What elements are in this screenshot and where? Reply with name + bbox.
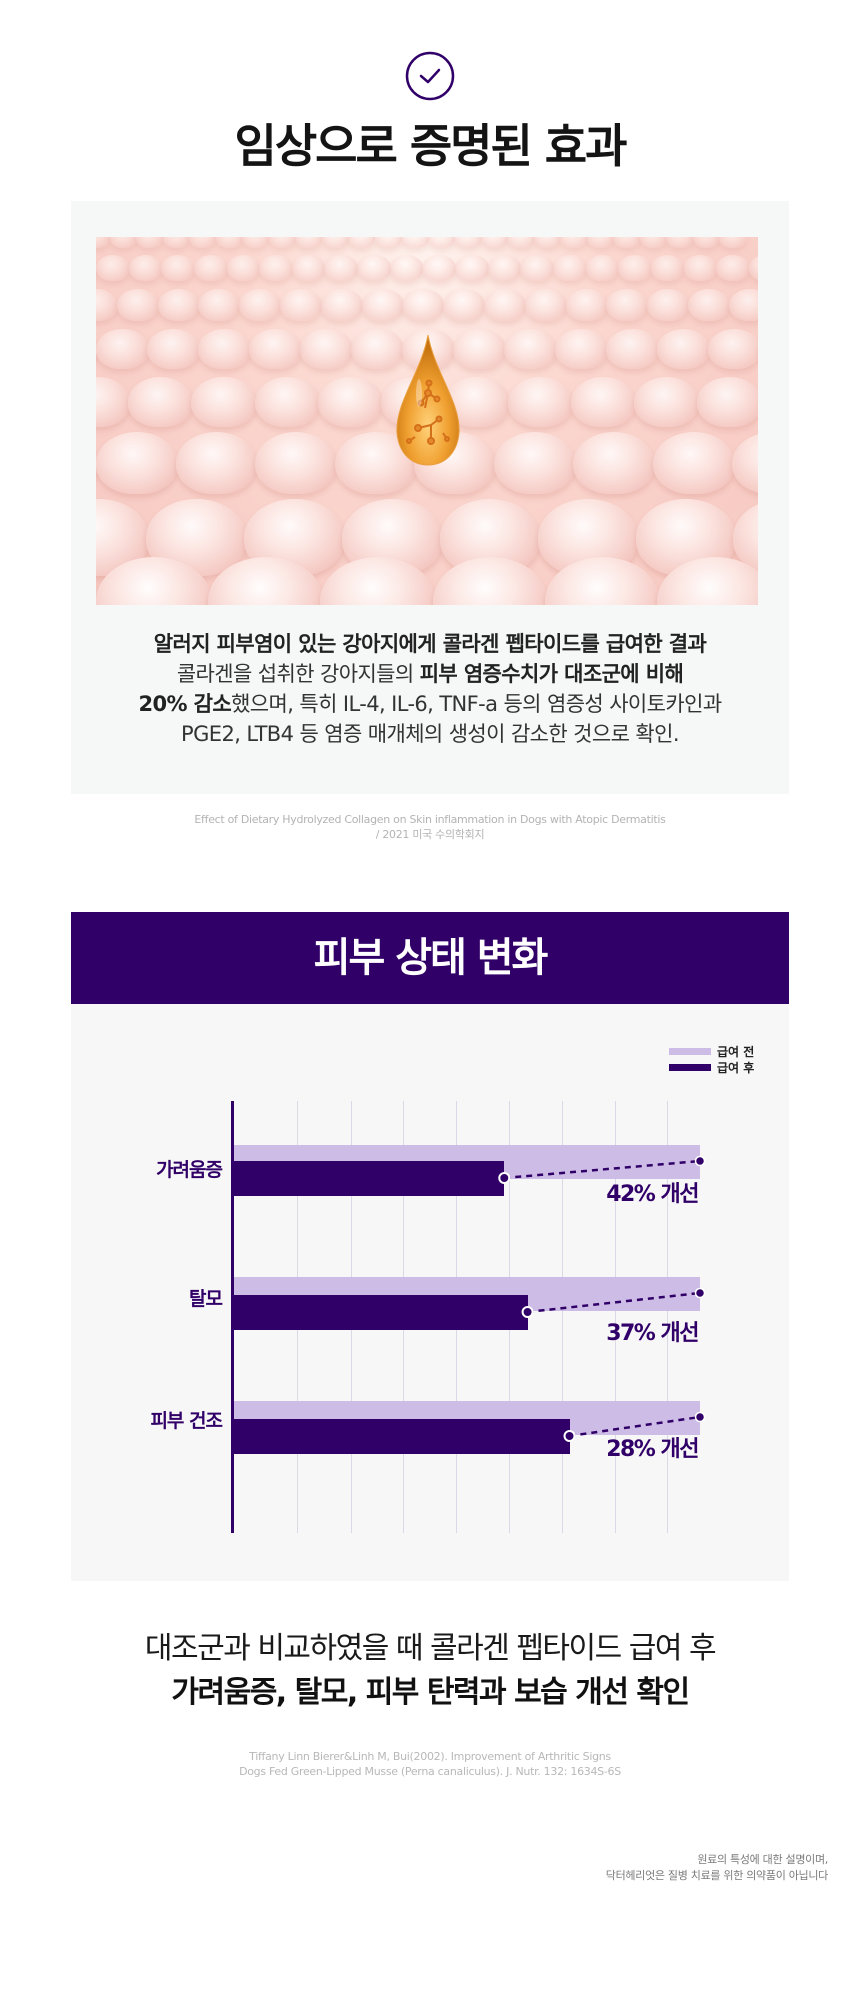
legend-item-before: 급여 전 bbox=[669, 1043, 754, 1059]
improvement-label: 37% 개선 bbox=[606, 1321, 699, 1346]
bar-after-dryness bbox=[234, 1419, 570, 1454]
bar-after-hairloss bbox=[234, 1295, 528, 1330]
disclaimer-line: 닥터헤리엇은 질병 치료를 위한 의약품이 아닙니다 bbox=[605, 1869, 829, 1882]
disclaimer-line: 원료의 특성에 대한 설명이며, bbox=[697, 1853, 828, 1866]
improvement-label: 28% 개선 bbox=[606, 1437, 699, 1462]
legend-swatch-after bbox=[669, 1063, 711, 1071]
page-title: 임상으로 증명된 효과 bbox=[234, 119, 628, 173]
category-label: 탈모 bbox=[189, 1288, 223, 1310]
legend-label: 급여 전 bbox=[717, 1044, 755, 1059]
citation-line: Tiffany Linn Bierer&Linh M, Bui(2002). I… bbox=[249, 1750, 611, 1763]
improvement-label: 42% 개선 bbox=[606, 1182, 699, 1207]
citation-line: Effect of Dietary Hydrolyzed Collagen on… bbox=[194, 813, 666, 826]
grid-line bbox=[615, 1101, 616, 1533]
conclusion-line-2: 가려움증, 탈모, 피부 탄력과 보습 개선 확인 bbox=[171, 1675, 690, 1710]
study-line-3: 했으며, 특히 IL-4, IL-6, TNF-a 등의 염증성 사이토카인과 bbox=[231, 692, 722, 716]
study-line-4: PGE2, LTB4 등 염증 매개체의 생성이 감소한 것으로 확인. bbox=[181, 722, 679, 746]
study-summary: 알러지 피부염이 있는 강아지에게 콜라겐 펩타이드를 급여한 결과 콜라겐을 … bbox=[71, 629, 789, 749]
disclaimer: 원료의 특성에 대한 설명이며, 닥터헤리엇은 질병 치료를 위한 의약품이 아… bbox=[605, 1852, 829, 1884]
conclusion-citation: Tiffany Linn Bierer&Linh M, Bui(2002). I… bbox=[0, 1749, 860, 1779]
study-line-2: 콜라겐을 섭취한 강아지들의 bbox=[176, 662, 420, 686]
legend-item-after: 급여 후 bbox=[669, 1059, 754, 1075]
collagen-drop-icon bbox=[396, 334, 460, 466]
legend-swatch-before bbox=[669, 1047, 711, 1055]
conclusion: 대조군과 비교하였을 때 콜라겐 펩타이드 급여 후 가려움증, 탈모, 피부 … bbox=[0, 1627, 860, 1715]
study-line-3-emphasis: 20% 감소 bbox=[138, 692, 232, 716]
legend-label: 급여 후 bbox=[717, 1060, 755, 1075]
study-line-2-emphasis: 피부 염증수치가 대조군에 비해 bbox=[419, 662, 684, 686]
chart-title: 피부 상태 변화 bbox=[71, 912, 789, 1004]
citation-line: / 2021 미국 수의학회지 bbox=[375, 828, 485, 841]
study-line-1: 알러지 피부염이 있는 강아지에게 콜라겐 펩타이드를 급여한 결과 bbox=[153, 632, 707, 656]
grid-line bbox=[562, 1101, 563, 1533]
category-label: 피부 건조 bbox=[150, 1410, 223, 1432]
category-label: 가려움증 bbox=[156, 1159, 223, 1181]
chart-legend: 급여 전 급여 후 bbox=[669, 1043, 754, 1075]
study-panel: 알러지 피부염이 있는 강아지에게 콜라겐 펩타이드를 급여한 결과 콜라겐을 … bbox=[71, 201, 789, 794]
bar-after-itching bbox=[234, 1161, 505, 1196]
grid-line bbox=[667, 1101, 668, 1533]
y-axis bbox=[231, 1101, 234, 1533]
citation-line: Dogs Fed Green-Lipped Musse (Perna canal… bbox=[239, 1765, 621, 1778]
collagen-drop-image bbox=[96, 237, 758, 605]
study-citation: Effect of Dietary Hydrolyzed Collagen on… bbox=[0, 812, 860, 842]
check-circle-icon bbox=[405, 51, 455, 101]
conclusion-line-1: 대조군과 비교하였을 때 콜라겐 펩타이드 급여 후 bbox=[144, 1631, 717, 1666]
